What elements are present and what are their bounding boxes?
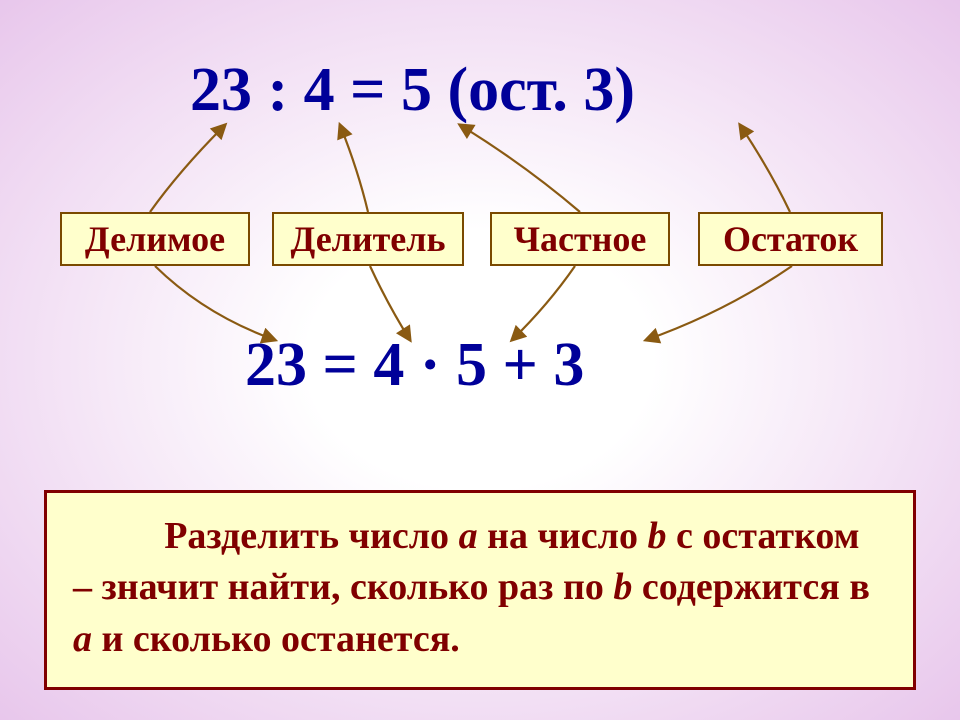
label-text: Делимое	[85, 218, 225, 260]
slide-content: 23 : 4 = 5 (ост. 3) Делимое Делитель Частн…	[0, 0, 960, 720]
definition-box: Разделить число a на число b с остатком …	[44, 490, 916, 690]
equation-bottom: 23 = 4 · 5 + 3	[245, 330, 584, 401]
label-remainder: Остаток	[698, 212, 883, 266]
label-dividend: Делимое	[60, 212, 250, 266]
label-text: Остаток	[723, 218, 858, 260]
equation-top: 23 : 4 = 5 (ост. 3)	[190, 55, 635, 126]
definition-text: Разделить число a на число b с остатком …	[73, 511, 887, 665]
label-quotient: Частное	[490, 212, 670, 266]
label-text: Частное	[514, 218, 647, 260]
label-divisor: Делитель	[272, 212, 464, 266]
label-text: Делитель	[290, 218, 445, 260]
